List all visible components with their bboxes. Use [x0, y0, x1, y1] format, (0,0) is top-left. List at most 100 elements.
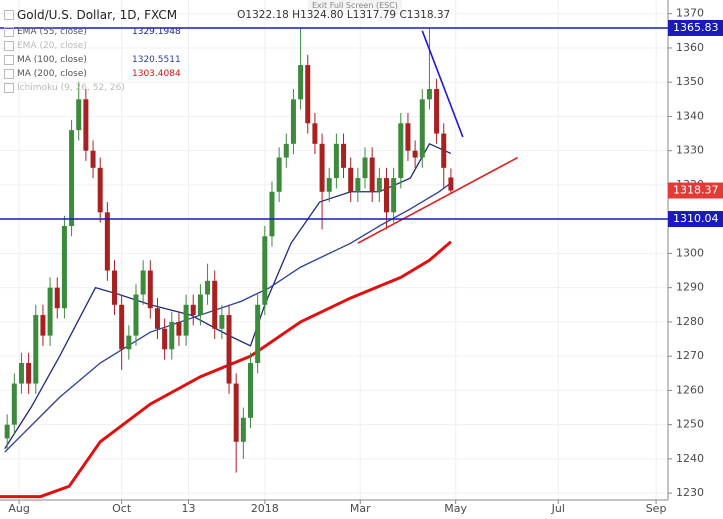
candle-body — [126, 335, 132, 350]
y-tick-label: 1270 — [676, 349, 704, 362]
indicator-value: 1329.1948 — [132, 27, 181, 37]
candle-body — [398, 123, 404, 179]
price-label-box — [668, 19, 723, 36]
last-price-label: 1318.37 — [673, 184, 719, 197]
candle-body — [290, 99, 296, 144]
candle-body — [4, 424, 10, 439]
icon — [4, 55, 14, 65]
candle-body — [133, 294, 139, 336]
candle-body — [162, 328, 168, 350]
indicator-row: EMA (20, close) — [4, 39, 450, 53]
candle-body — [426, 89, 432, 100]
candle-body — [104, 212, 110, 271]
indicator-name: EMA (20, close) — [17, 41, 87, 51]
candle-body — [233, 383, 239, 442]
candle-body — [312, 123, 318, 144]
candle-body — [226, 315, 232, 384]
y-tick-label: 1260 — [676, 383, 704, 396]
candle-body — [154, 308, 160, 329]
y-tick-label: 1350 — [676, 75, 704, 88]
candle-body — [255, 304, 261, 364]
candle-body — [341, 143, 347, 168]
y-tick-label: 1240 — [676, 452, 704, 465]
x-tick-label: Oct — [112, 502, 132, 515]
candle-body — [54, 287, 60, 309]
y-tick-label: 1330 — [676, 144, 704, 157]
y-tick-label: 1250 — [676, 418, 704, 431]
average-line — [4, 142, 452, 449]
candle-body — [305, 65, 311, 124]
candle-body — [362, 157, 368, 179]
price-label-box — [668, 211, 723, 228]
candle-body — [83, 99, 89, 151]
last-price-box — [668, 182, 723, 199]
candle-body — [205, 280, 211, 295]
icon — [4, 10, 14, 20]
y-tick-label: 1340 — [676, 109, 704, 122]
price-label: 1365.83 — [673, 21, 719, 34]
ohlc-open: O1322.18 — [237, 9, 289, 21]
legend-header: Gold/U.S. Dollar, 1D, FXCM O1322.18 H132… — [4, 8, 450, 22]
candle-body — [76, 99, 82, 131]
indicator-name: MA (200, close) — [17, 69, 87, 79]
candle-body — [190, 304, 196, 316]
indicator-row: Ichimoku (9, 26, 52, 26) — [4, 81, 450, 95]
candle-body — [419, 99, 425, 158]
indicator-name: EMA (55, close) — [17, 27, 87, 37]
average-line — [4, 182, 452, 453]
legend: Gold/U.S. Dollar, 1D, FXCM O1322.18 H132… — [4, 8, 450, 95]
candle-body — [276, 157, 282, 192]
exit-full-screen[interactable]: Exit Full Screen (ESC) — [308, 0, 402, 11]
candle-body — [112, 270, 118, 305]
candle-body — [97, 167, 103, 213]
icon — [4, 41, 14, 51]
candle-body — [326, 178, 332, 192]
candle-body — [369, 157, 375, 192]
icon — [4, 83, 14, 93]
candle-body — [333, 143, 339, 179]
candle-body — [47, 287, 53, 336]
candle-body — [169, 321, 175, 350]
candle-body — [140, 270, 146, 295]
candle-body — [376, 178, 382, 192]
price-label: 1310.04 — [673, 212, 719, 225]
candle-body — [61, 226, 67, 309]
y-tick-label: 1280 — [676, 315, 704, 328]
candle-body — [40, 315, 46, 336]
candle-body — [383, 178, 389, 213]
candle-body — [355, 178, 361, 192]
candle-body — [412, 150, 418, 158]
candle-body — [269, 191, 275, 237]
y-tick-label: 1300 — [676, 246, 704, 259]
ohlc: O1322.18 H1324.80 L1317.79 C1318.37 — [237, 8, 450, 22]
indicator-name: Ichimoku (9, 26, 52, 26) — [17, 83, 125, 93]
ma-line — [0, 240, 452, 499]
icon — [4, 69, 14, 79]
candle-body — [319, 143, 325, 192]
candle-body — [262, 236, 268, 305]
candle-body — [183, 304, 189, 336]
candle-body — [11, 383, 17, 425]
indicator-row: MA (200, close) 1303.4084 — [4, 67, 450, 81]
candle-body — [119, 304, 125, 350]
candle-body — [405, 123, 411, 151]
candle-body — [69, 130, 75, 227]
trend-line — [421, 30, 464, 138]
candle-body — [176, 321, 182, 336]
chart-title: Gold/U.S. Dollar, 1D, FXCM — [17, 8, 178, 22]
candle-body — [283, 143, 289, 158]
candle-body — [212, 280, 218, 329]
indicator-value: 1303.4084 — [132, 69, 181, 79]
indicator-name: MA (100, close) — [17, 55, 87, 65]
icon — [4, 27, 14, 37]
candle-body — [18, 363, 24, 384]
indicator-row: EMA (55, close) 1329.1948 — [4, 25, 450, 39]
candle-body — [147, 270, 153, 309]
y-tick-label: 1370 — [676, 7, 704, 20]
x-tick-label: Mar — [350, 502, 371, 515]
candle-body — [391, 178, 397, 213]
x-tick-label: 2018 — [251, 502, 279, 515]
candle-body — [240, 417, 246, 442]
